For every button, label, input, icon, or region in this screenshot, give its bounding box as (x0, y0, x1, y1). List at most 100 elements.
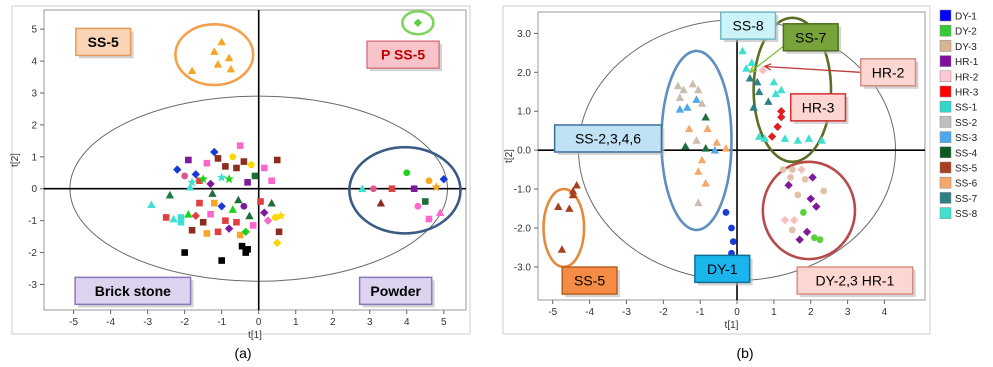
data-point (425, 215, 433, 223)
panel-caption: (b) (736, 345, 753, 361)
y-tick-label: -2 (28, 248, 37, 259)
data-point (173, 165, 182, 174)
x-tick-label: 4 (404, 317, 410, 328)
data-point (789, 216, 799, 225)
legend-entry: SS-5 (955, 164, 978, 175)
data-point (769, 77, 779, 86)
data-point (244, 179, 251, 186)
data-point (210, 147, 219, 157)
annotation-arrowhead (748, 65, 757, 74)
data-point (721, 144, 731, 152)
y-tick-label: -3.0 (514, 262, 532, 273)
data-point (692, 95, 701, 103)
data-point (820, 187, 828, 195)
data-point (767, 132, 777, 141)
data-point (162, 214, 170, 221)
data-point (191, 211, 200, 221)
data-point (745, 73, 755, 82)
data-point (213, 60, 223, 68)
panel-b: -5 -4 -3 -2 -1 0 1 2 3 4 -3.0 -2.0 -1.0 0.0 1.0 2.0 3.0 t… (502, 5, 931, 361)
data-point (217, 202, 226, 211)
data-point (812, 202, 821, 211)
data-point (403, 169, 411, 177)
annotation-box (75, 27, 132, 57)
data-point (729, 238, 737, 246)
y-axis-label: t[2] (504, 149, 515, 163)
data-point (177, 218, 185, 226)
data-point (694, 85, 703, 94)
x-tick-label: 5 (441, 317, 447, 328)
data-point (187, 177, 197, 187)
data-point (370, 185, 377, 193)
y-tick-label: 4 (31, 57, 37, 68)
data-point (675, 93, 685, 101)
x-tick-label: 3 (367, 317, 373, 328)
data-point (203, 230, 211, 237)
data-point (758, 66, 768, 75)
legend-entry: HR-3 (955, 88, 979, 99)
annotation-box (553, 124, 663, 153)
data-point (388, 185, 396, 193)
y-tick-label: -1.0 (514, 185, 532, 196)
data-point (799, 209, 807, 216)
y-tick-label: -2.0 (514, 224, 532, 235)
data-point (806, 194, 815, 204)
data-point (245, 211, 254, 220)
data-point (780, 216, 790, 225)
data-point (684, 124, 694, 133)
data-point (268, 177, 275, 185)
data-point (712, 138, 721, 146)
data-point (191, 170, 200, 179)
legend-entry: SS-6 (955, 179, 978, 190)
data-point (217, 37, 226, 46)
annotation-arrow (749, 44, 786, 73)
data-point (779, 166, 787, 174)
data-point (747, 58, 756, 66)
data-point (764, 97, 773, 105)
data-point (738, 46, 747, 55)
data-point (679, 85, 688, 94)
legend-swatch (939, 176, 952, 189)
y-tick-label: 2 (31, 120, 37, 131)
data-point (410, 185, 418, 193)
data-point (694, 198, 703, 207)
data-point (188, 226, 196, 234)
x-tick-label: -3 (143, 317, 152, 328)
legend-swatch (939, 161, 952, 174)
data-point (421, 198, 429, 205)
data-point (742, 64, 751, 72)
data-point (228, 205, 237, 213)
y-tick-label: -1 (28, 216, 37, 227)
x-tick-label: 2 (330, 317, 336, 328)
data-point (777, 107, 786, 116)
annotation-box (719, 11, 777, 40)
data-point (208, 189, 217, 197)
legend-entry: HR-2 (955, 72, 979, 83)
y-tick-label: 3 (31, 88, 37, 99)
data-point (263, 216, 273, 225)
legend-swatch (939, 40, 952, 52)
data-point (811, 234, 818, 242)
data-point (802, 227, 812, 237)
y-tick-label: 5 (31, 25, 37, 36)
data-point (229, 153, 237, 161)
data-point (817, 136, 826, 144)
x-tick-label: -3 (622, 307, 631, 318)
data-point (240, 202, 248, 210)
legend-panel-b: DY-1 DY-2 DY-3 HR-1 HR-2 HR-3 SS-1 SS-2 SS-3 SS-4… (939, 9, 979, 220)
annotation-label: SS-2,3,4,6 (575, 130, 641, 146)
data-point (234, 195, 243, 204)
data-point (198, 174, 208, 184)
group-highlight-ellipse (401, 9, 435, 36)
data-point (224, 224, 234, 233)
y-tick-label: -3 (28, 280, 37, 291)
data-point (754, 87, 764, 96)
data-point (435, 208, 445, 217)
data-point (187, 66, 197, 74)
annotation-label: P SS-5 (381, 47, 425, 63)
annotation-label: DY-2,3 HR-1 (816, 273, 895, 289)
data-point (233, 218, 240, 226)
data-point (260, 208, 269, 217)
legend-swatch (939, 70, 952, 83)
x-tick-label: -2 (659, 307, 668, 318)
